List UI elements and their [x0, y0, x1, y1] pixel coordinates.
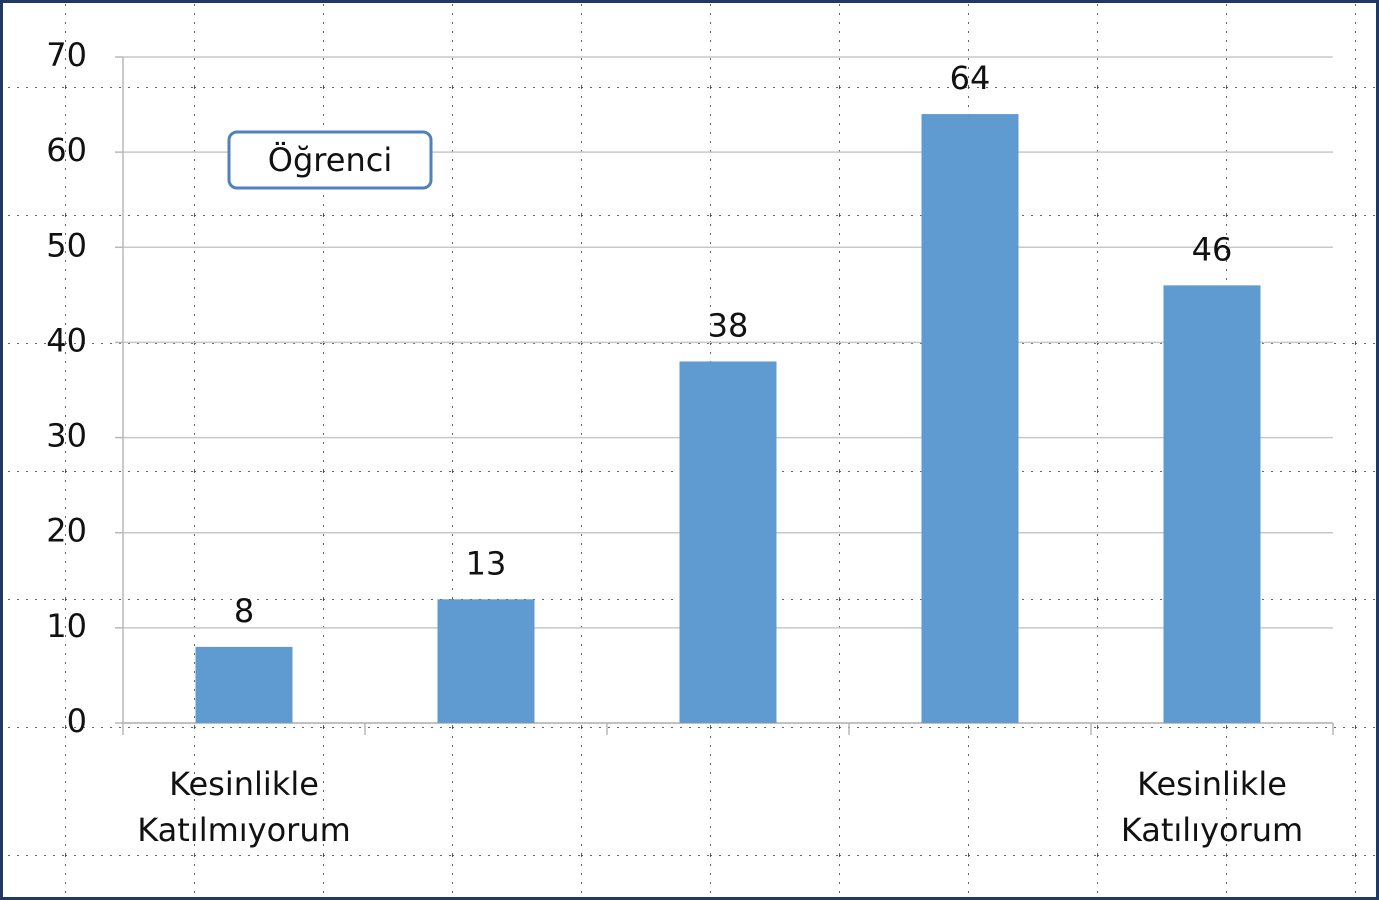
y-tick-label: 70: [46, 36, 87, 74]
x-tick-label-line: Kesinlikle: [169, 765, 319, 803]
bar: [1163, 285, 1261, 723]
bar: [921, 114, 1019, 724]
y-tick-label: 60: [46, 131, 87, 169]
x-tick-label-line: Kesinlikle: [1137, 765, 1287, 803]
x-tick-label: Kesinlikle Katılıyorum: [1121, 765, 1303, 849]
y-tick-label: 40: [46, 321, 87, 359]
legend: Öğrenci: [227, 130, 433, 190]
data-label: 8: [234, 592, 254, 630]
bar: [437, 599, 535, 723]
y-tick-label: 30: [46, 417, 87, 455]
y-tick-label: 10: [46, 607, 87, 645]
bar: [195, 646, 293, 723]
x-tick-label: Kesinlikle Katılmıyorum: [137, 765, 351, 849]
data-label: 38: [708, 306, 749, 344]
data-label: 13: [466, 544, 507, 582]
data-label: 46: [1192, 230, 1233, 268]
legend-label: Öğrenci: [268, 141, 392, 179]
data-label: 64: [950, 59, 991, 97]
x-tick-label-line: Katılıyorum: [1121, 811, 1303, 849]
y-tick-label: 0: [67, 702, 87, 740]
x-tick-label-line: Katılmıyorum: [137, 811, 351, 849]
y-tick-label: 50: [46, 226, 87, 264]
legend-box: [227, 130, 433, 190]
y-tick-label: 20: [46, 512, 87, 550]
bar: [679, 361, 777, 723]
